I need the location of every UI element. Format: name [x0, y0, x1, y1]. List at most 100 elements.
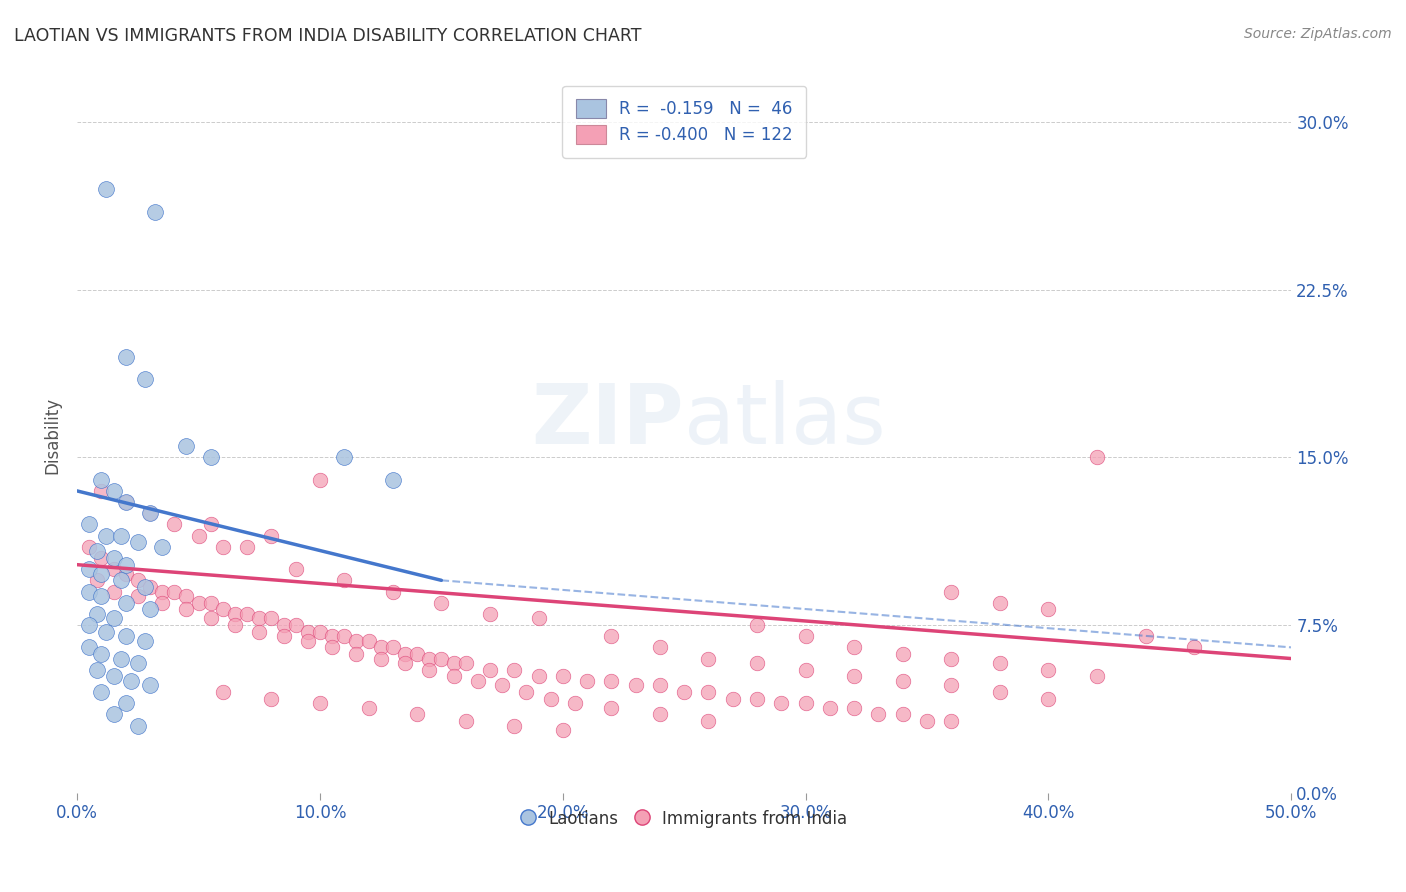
Point [818, 700, 841, 714]
Point [163, 584, 186, 599]
Point [127, 656, 149, 670]
Point [321, 629, 343, 643]
Point [941, 678, 963, 692]
Point [868, 707, 890, 722]
Point [86, 607, 108, 621]
Point [134, 633, 156, 648]
Point [418, 651, 440, 665]
Point [551, 723, 574, 737]
Point [114, 350, 136, 364]
Point [344, 633, 367, 648]
Point [96, 528, 118, 542]
Point [103, 584, 125, 599]
Point [697, 714, 720, 728]
Point [90, 566, 112, 581]
Point [406, 647, 429, 661]
Point [86, 663, 108, 677]
Point [527, 669, 550, 683]
Point [103, 483, 125, 498]
Point [139, 602, 162, 616]
Point [527, 611, 550, 625]
Point [211, 540, 233, 554]
Point [1085, 450, 1108, 465]
Point [236, 540, 259, 554]
Point [187, 528, 209, 542]
Point [150, 540, 173, 554]
Point [406, 707, 429, 722]
Point [600, 629, 623, 643]
Point [260, 528, 283, 542]
Point [333, 629, 356, 643]
Point [309, 473, 332, 487]
Point [357, 633, 380, 648]
Point [891, 673, 914, 688]
Point [478, 607, 501, 621]
Point [200, 611, 222, 625]
Point [139, 506, 162, 520]
Point [176, 602, 198, 616]
Point [90, 647, 112, 661]
Point [260, 611, 283, 625]
Text: atlas: atlas [685, 380, 886, 461]
Point [941, 651, 963, 665]
Point [110, 651, 132, 665]
Point [467, 673, 489, 688]
Point [96, 182, 118, 196]
Point [90, 589, 112, 603]
Point [624, 678, 647, 692]
Point [1182, 640, 1205, 655]
Point [114, 495, 136, 509]
Point [96, 624, 118, 639]
Point [370, 651, 392, 665]
Point [247, 624, 270, 639]
Point [1085, 669, 1108, 683]
Point [794, 663, 817, 677]
Point [491, 678, 513, 692]
Point [988, 596, 1011, 610]
Point [176, 439, 198, 453]
Point [139, 580, 162, 594]
Point [114, 596, 136, 610]
Point [1038, 602, 1060, 616]
Point [110, 574, 132, 588]
Point [891, 647, 914, 661]
Point [273, 629, 295, 643]
Point [120, 673, 142, 688]
Point [648, 678, 671, 692]
Point [77, 584, 100, 599]
Point [103, 707, 125, 722]
Point [284, 618, 307, 632]
Point [915, 714, 938, 728]
Point [333, 574, 356, 588]
Point [370, 640, 392, 655]
Point [127, 589, 149, 603]
Point [1038, 691, 1060, 706]
Point [134, 372, 156, 386]
Text: Source: ZipAtlas.com: Source: ZipAtlas.com [1244, 27, 1392, 41]
Point [143, 204, 166, 219]
Point [90, 483, 112, 498]
Point [564, 696, 586, 710]
Point [309, 624, 332, 639]
Point [988, 656, 1011, 670]
Point [309, 696, 332, 710]
Point [86, 574, 108, 588]
Point [941, 584, 963, 599]
Point [90, 685, 112, 699]
Point [247, 611, 270, 625]
Point [844, 669, 866, 683]
Point [127, 574, 149, 588]
Point [745, 656, 768, 670]
Point [1135, 629, 1157, 643]
Point [77, 640, 100, 655]
Point [381, 640, 404, 655]
Point [134, 580, 156, 594]
Point [443, 669, 465, 683]
Point [139, 678, 162, 692]
Point [344, 647, 367, 661]
Point [381, 584, 404, 599]
Point [224, 618, 246, 632]
Point [150, 596, 173, 610]
Point [273, 618, 295, 632]
Point [503, 718, 526, 732]
